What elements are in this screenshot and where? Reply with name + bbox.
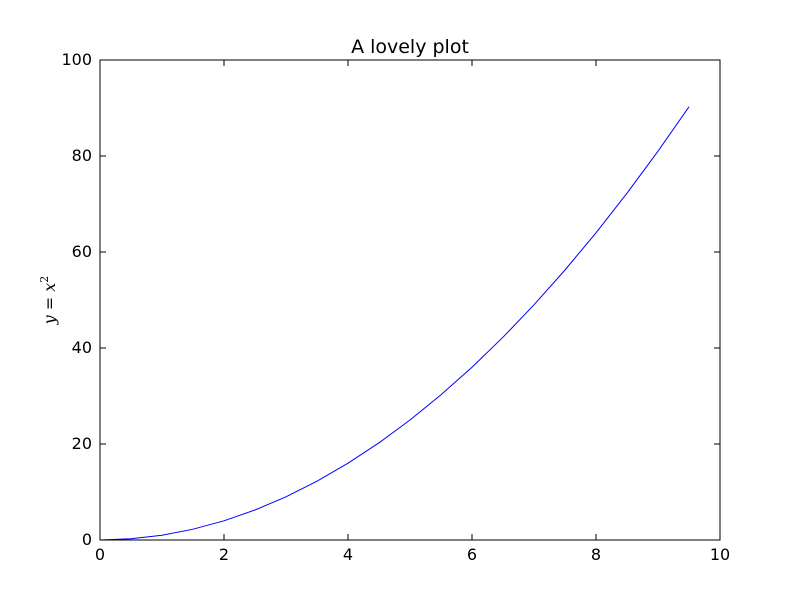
y-axis-label-exponent: 2 <box>38 276 51 283</box>
x-tick-label: 8 <box>591 545 601 564</box>
x-tick-label: 2 <box>219 545 229 564</box>
y-tick-label: 20 <box>72 434 92 453</box>
y-tick-label: 60 <box>72 242 92 261</box>
chart-title: A lovely plot <box>351 36 469 58</box>
y-axis-label-base: y = x <box>40 283 59 326</box>
x-tick-label: 4 <box>343 545 353 564</box>
series-line-0 <box>99 106 690 541</box>
y-tick-label: 80 <box>72 146 92 165</box>
y-tick-label: 40 <box>72 338 92 357</box>
y-tick-label: 0 <box>82 530 92 549</box>
plot-area <box>99 106 690 541</box>
y-axis-label: y = x2 <box>38 276 59 326</box>
axes-frame <box>99 59 721 541</box>
x-axis-ticks: 0 2 4 6 8 10 <box>95 60 730 564</box>
y-axis-ticks: 0 20 40 60 80 100 <box>61 50 720 549</box>
y-tick-label: 100 <box>61 50 92 69</box>
x-tick-label: 0 <box>95 545 105 564</box>
x-tick-label: 10 <box>710 545 730 564</box>
x-tick-label: 6 <box>467 545 477 564</box>
